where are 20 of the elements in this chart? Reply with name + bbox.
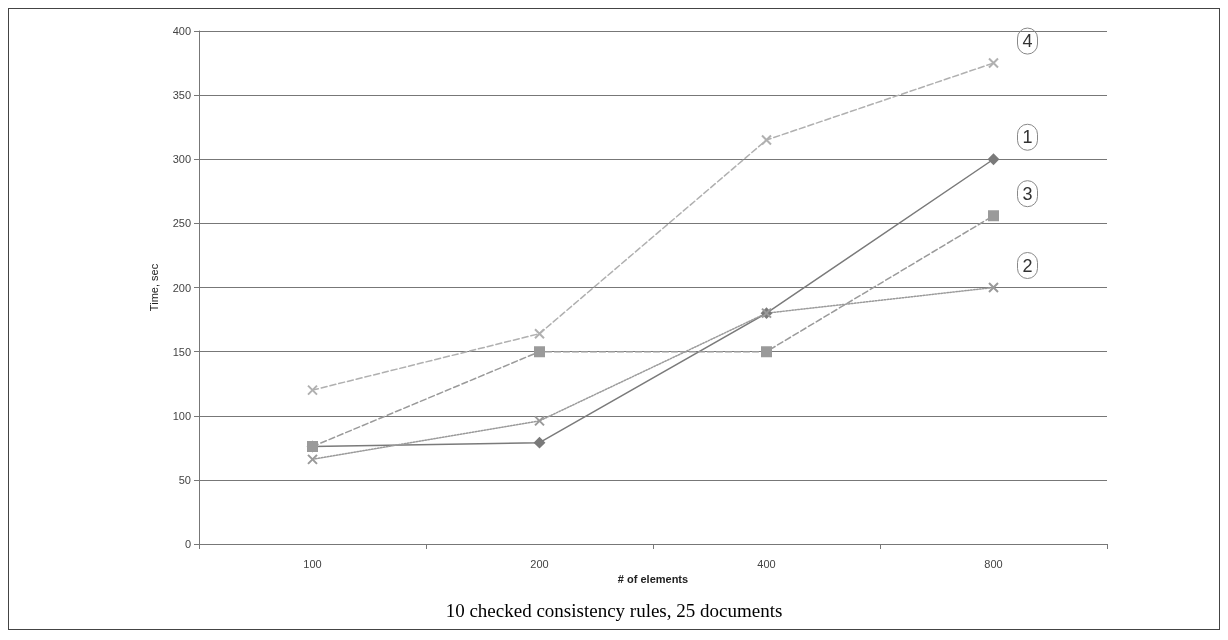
y-tick-label: 50: [178, 473, 191, 486]
y-tick-label: 350: [172, 89, 191, 102]
series-label: 4: [1022, 31, 1033, 52]
series-label: 3: [1022, 183, 1033, 204]
y-tick-label: 200: [172, 281, 191, 294]
y-tick-label: 300: [172, 153, 191, 166]
y-axis-title: Time, sec: [147, 263, 160, 312]
text: 10 checked consistency rules, 25 documents: [445, 600, 783, 621]
y-tick-label: 400: [172, 25, 191, 37]
x-tick-label: 100: [303, 557, 322, 570]
series-label: 1: [1022, 127, 1033, 148]
x-tick-label: 800: [984, 557, 1003, 570]
y-tick-label: 0: [184, 538, 191, 550]
y-tick-label: 250: [172, 217, 191, 230]
x-axis-title: # of elements: [617, 573, 689, 586]
y-tick-label: 150: [172, 345, 191, 358]
y-tick-label: 100: [172, 409, 191, 422]
x-tick-label: 200: [530, 557, 549, 570]
series-label: 2: [1022, 255, 1033, 276]
x-tick-label: 400: [757, 557, 776, 570]
